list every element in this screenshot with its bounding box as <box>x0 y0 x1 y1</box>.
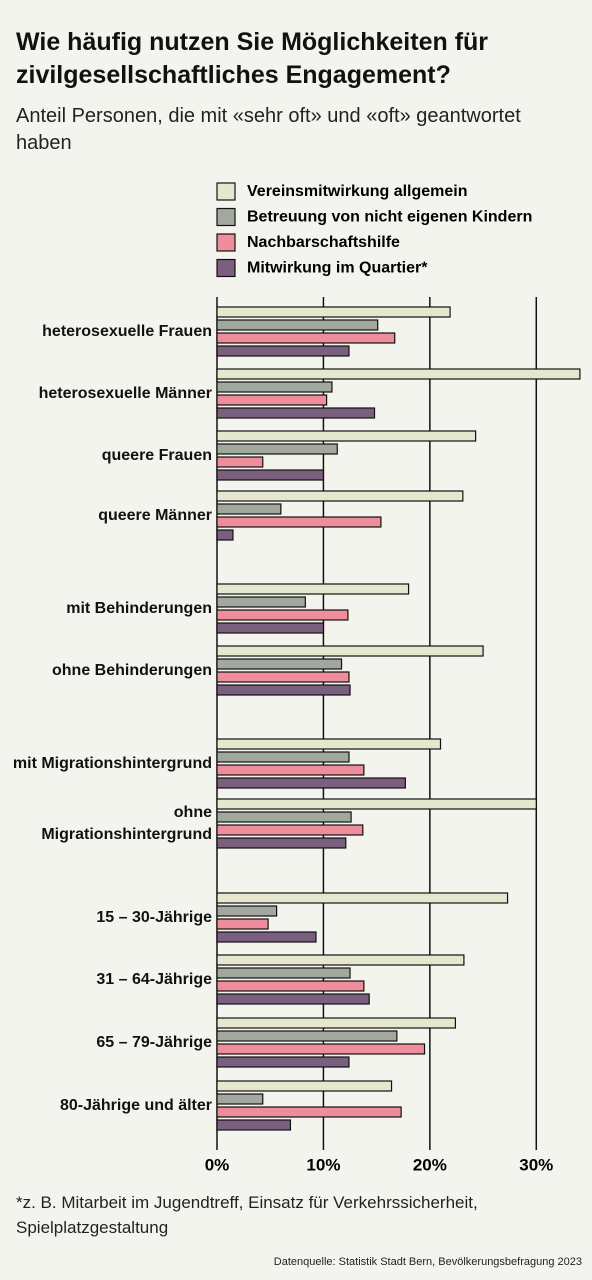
bar <box>216 824 364 836</box>
bar <box>216 1030 398 1042</box>
y-tick-label: mit Migrationshintergrund <box>12 755 212 772</box>
bar <box>216 622 325 634</box>
bar <box>216 993 370 1005</box>
bar <box>216 738 442 750</box>
bar <box>216 777 406 789</box>
y-tick-label: heterosexuelle Frauen <box>42 323 212 340</box>
bar <box>216 503 282 515</box>
bar <box>216 609 349 621</box>
bar <box>216 306 451 318</box>
chart-title: Wie häufig nutzen Sie Möglichkeiten für … <box>16 28 489 89</box>
bar <box>216 596 306 608</box>
x-tick-label: 10% <box>306 1155 340 1174</box>
bar <box>216 764 365 776</box>
y-tick-label: queere Frauen <box>101 447 212 464</box>
bar <box>216 931 317 943</box>
bar <box>216 837 347 849</box>
legend-label: Betreuung von nicht eigenen Kindern <box>247 209 532 226</box>
bar <box>216 490 464 502</box>
bar <box>216 407 376 419</box>
legend-swatch <box>216 233 236 252</box>
y-tick-label: 65 – 79-Jährige <box>96 1034 212 1051</box>
legend-swatch <box>216 207 236 227</box>
x-tick-label: 0% <box>205 1155 230 1174</box>
bar <box>216 469 325 481</box>
source: Datenquelle: Statistik Stadt Bern, Bevöl… <box>273 1256 582 1268</box>
y-tick-label: mit Behinderungen <box>66 600 212 617</box>
legend-label: Mitwirkung im Quartier* <box>247 260 428 277</box>
bar <box>216 516 382 528</box>
x-tick-label: 20% <box>413 1155 447 1174</box>
bar <box>216 381 333 393</box>
bar <box>216 1080 393 1092</box>
bar <box>216 967 351 979</box>
chart-subtitle: Anteil Personen, die mit «sehr oft» und … <box>16 105 521 154</box>
bar <box>216 345 350 357</box>
y-tick-label: heterosexuelle Männer <box>38 385 212 402</box>
bar <box>216 671 350 683</box>
y-tick-label: ohne Migrationshintergrund <box>41 804 212 843</box>
bar <box>216 980 365 992</box>
y-tick-label: ohne Behinderungen <box>52 662 212 679</box>
y-tick-label: 80-Jährige und älter <box>59 1097 212 1114</box>
bar <box>216 583 410 595</box>
bar <box>216 645 484 657</box>
bar <box>216 443 338 455</box>
x-tick-label: 30% <box>519 1155 553 1174</box>
bar <box>216 529 234 541</box>
footnote: *z. B. Mitarbeit im Jugendtreff, Einsatz… <box>16 1193 478 1237</box>
bar <box>216 798 537 810</box>
bar <box>216 430 477 442</box>
legend-label: Vereinsmitwirkung allgemein <box>247 183 468 200</box>
bar <box>216 332 396 344</box>
bar <box>216 368 581 380</box>
bar <box>216 905 278 917</box>
bar <box>216 684 351 696</box>
bar <box>216 319 379 331</box>
bar <box>216 1093 264 1105</box>
bar <box>216 456 264 468</box>
bar <box>216 954 465 966</box>
bar <box>216 811 352 823</box>
bar <box>216 892 509 904</box>
bar <box>216 658 343 670</box>
bar <box>216 1106 402 1118</box>
bar <box>216 1017 456 1029</box>
y-tick-label: 15 – 30-Jährige <box>96 909 212 926</box>
bar <box>216 918 269 930</box>
bar <box>216 751 350 763</box>
legend-label: Nachbarschaftshilfe <box>247 234 400 251</box>
legend-swatch <box>216 182 236 201</box>
legend-swatch <box>216 258 236 278</box>
bar <box>216 1119 292 1131</box>
y-tick-label: 31 – 64-Jährige <box>96 971 212 988</box>
bar <box>216 1056 350 1068</box>
bar <box>216 1043 426 1055</box>
bar <box>216 394 328 406</box>
y-tick-label: queere Männer <box>98 507 212 524</box>
